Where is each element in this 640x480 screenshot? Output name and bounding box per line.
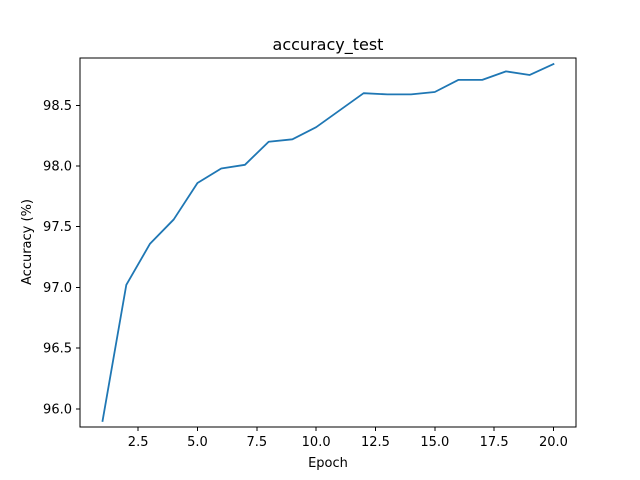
y-tick-label: 98.0 <box>43 160 72 175</box>
y-tick-label: 97.5 <box>43 220 72 235</box>
x-tick-label: 15.0 <box>420 435 449 450</box>
series-line <box>101 62 555 422</box>
y-tick-label: 98.5 <box>43 99 72 114</box>
x-tick-label: 12.5 <box>361 435 390 450</box>
y-axis-label: Accuracy (%) <box>20 199 35 285</box>
x-axis-label: Epoch <box>308 456 348 471</box>
x-tick-label: 2.5 <box>128 435 149 450</box>
y-tick-label: 96.5 <box>43 342 72 357</box>
x-axis: 2.5 5.0 7.5 10.0 12.5 15.0 17.5 20.0 <box>128 427 568 450</box>
axes-frame <box>79 57 577 428</box>
y-tick-label: 96.0 <box>43 402 72 417</box>
x-tick-label: 7.5 <box>246 435 267 450</box>
x-tick-label: 5.0 <box>187 435 208 450</box>
chart-title: accuracy_test <box>273 35 384 55</box>
y-axis: 96.0 96.5 97.0 97.5 98.0 98.5 <box>43 99 80 417</box>
plot-area <box>101 62 555 422</box>
y-tick-label: 97.0 <box>43 281 72 296</box>
x-tick-label: 20.0 <box>539 435 568 450</box>
x-tick-label: 10.0 <box>302 435 331 450</box>
x-tick-label: 17.5 <box>480 435 509 450</box>
